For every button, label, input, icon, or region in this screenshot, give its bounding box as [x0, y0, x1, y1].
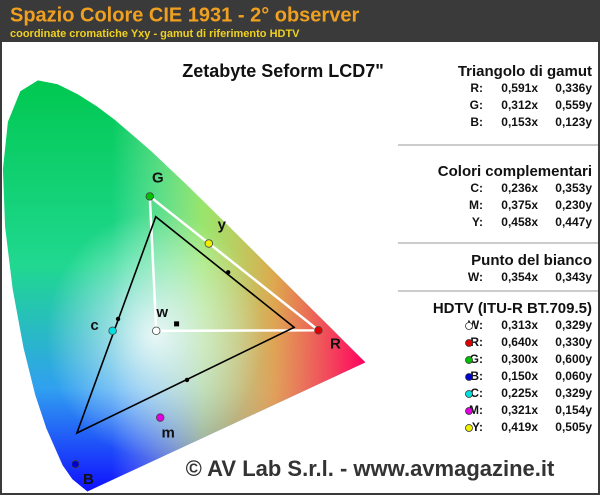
x-value: 0,153x	[501, 115, 538, 129]
reference-gamut	[148, 193, 323, 333]
row-label: B:	[470, 369, 483, 383]
legend-marker	[465, 407, 473, 415]
row-label: M:	[469, 198, 483, 212]
row-label: R:	[470, 81, 483, 95]
measured-complementary	[184, 377, 190, 383]
x-value: 0,640x	[501, 335, 538, 349]
y-value: 0,060y	[555, 369, 592, 383]
point-label: B	[83, 471, 94, 488]
footer: © AV Lab S.r.l. - www.avmagazine.it	[186, 456, 555, 481]
y-value: 0,329y	[555, 318, 592, 332]
panel-title: HDTV (ITU-R BT.709.5)	[433, 300, 592, 317]
measured-complementary	[115, 316, 121, 322]
y-value: 0,230y	[555, 198, 592, 212]
row-label: G:	[470, 352, 483, 366]
reference-point	[314, 326, 323, 335]
point-label: y	[218, 216, 227, 233]
y-value: 0,559y	[555, 98, 592, 112]
legend-marker	[465, 322, 473, 330]
y-value: 0,353y	[555, 181, 592, 195]
y-value: 0,123y	[555, 115, 592, 129]
legend-marker	[465, 373, 473, 381]
x-value: 0,150x	[501, 369, 538, 383]
panel-title: Colori complementari	[438, 163, 592, 180]
point-label: G	[152, 169, 164, 186]
x-value: 0,375x	[501, 198, 538, 212]
legend-marker	[465, 356, 473, 364]
legend-marker	[465, 424, 473, 432]
measured-white	[174, 321, 180, 327]
x-value: 0,236x	[501, 181, 538, 195]
subtitle: coordinate cromatiche Yxy - gamut di rif…	[10, 28, 300, 40]
reference-point	[108, 326, 117, 336]
y-value: 0,336y	[555, 81, 592, 95]
point-label: m	[162, 425, 175, 442]
diagram-title: Zetabyte Seform LCD7"	[182, 61, 384, 81]
y-value: 0,447y	[555, 215, 592, 229]
point-label: w	[155, 304, 168, 321]
reference-point	[145, 192, 154, 201]
y-value: 0,329y	[555, 386, 592, 400]
row-label: W:	[468, 270, 483, 284]
reference-point	[204, 239, 214, 248]
x-value: 0,419x	[501, 420, 538, 434]
x-value: 0,591x	[501, 81, 538, 95]
row-label: M:	[469, 403, 483, 417]
reference-point	[156, 413, 165, 422]
x-value: 0,313x	[501, 318, 538, 332]
y-value: 0,343y	[555, 270, 592, 284]
row-label: Y:	[472, 420, 483, 434]
legend-marker	[465, 339, 473, 347]
row-label: B:	[470, 115, 483, 129]
point-label: R	[330, 335, 341, 352]
legend-marker	[465, 390, 473, 398]
row-label: C:	[470, 181, 483, 195]
x-value: 0,225x	[501, 386, 538, 400]
row-label: C:	[470, 386, 483, 400]
panel-title: Triangolo di gamut	[458, 63, 592, 80]
row-label: G:	[470, 98, 483, 112]
x-value: 0,312x	[501, 98, 538, 112]
point-label: c	[90, 317, 98, 334]
x-value: 0,300x	[501, 352, 538, 366]
x-value: 0,321x	[501, 403, 538, 417]
y-value: 0,600y	[555, 352, 592, 366]
title: Spazio Colore CIE 1931 - 2° observer	[10, 4, 359, 26]
reference-point	[71, 460, 80, 469]
row-label: R:	[470, 335, 483, 349]
x-value: 0,458x	[501, 215, 538, 229]
y-value: 0,154y	[555, 403, 592, 417]
x-value: 0,354x	[501, 270, 538, 284]
y-value: 0,330y	[555, 335, 592, 349]
row-label: Y:	[472, 215, 483, 229]
reference-point	[152, 326, 161, 336]
y-value: 0,505y	[555, 420, 592, 434]
panel-title: Punto del bianco	[471, 252, 592, 269]
measured-complementary	[225, 270, 231, 275]
